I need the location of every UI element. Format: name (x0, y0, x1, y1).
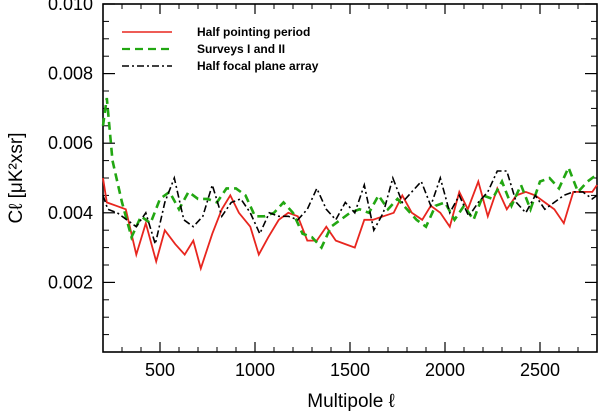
y-tick-label: 0.004 (48, 203, 93, 223)
legend-label-half-pointing-period: Half pointing period (197, 25, 310, 39)
x-tick-label: 2500 (520, 360, 560, 380)
series-line-half-focal-plane-array (102, 170, 598, 248)
y-axis-title: Cℓ [μK²xsr] (6, 133, 27, 224)
plot-frame (102, 3, 598, 353)
axis-ticks: 500 1000 1500 2000 2500 0.002 0.004 0.006 0.008 0… (48, 0, 597, 380)
y-tick-label: 0.002 (48, 272, 93, 292)
y-tick-label: 0.008 (48, 64, 93, 84)
x-tick-label: 500 (145, 360, 175, 380)
y-tick-label: 0.006 (48, 133, 93, 153)
x-tick-label: 1500 (330, 360, 370, 380)
series-layer (101, 97, 598, 272)
x-axis-title: Multipole ℓ (307, 391, 394, 412)
x-tick-label: 1000 (235, 360, 275, 380)
legend-label-surveys-i-and-ii: Surveys I and II (197, 42, 285, 56)
legend-label-half-focal-plane-array: Half focal plane array (197, 59, 319, 73)
legend: Half pointing period Surveys I and II Ha… (122, 25, 319, 73)
x-tick-label: 2000 (425, 360, 465, 380)
y-tick-label: 0.010 (48, 0, 93, 14)
series-line-surveys-i-and-ii (101, 97, 598, 250)
